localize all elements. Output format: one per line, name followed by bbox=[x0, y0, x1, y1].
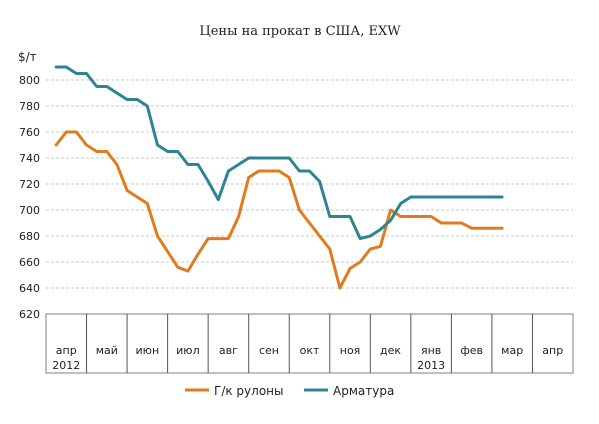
x-tick-label: апр bbox=[542, 344, 563, 357]
x-tick-label: апр bbox=[56, 344, 77, 357]
x-tick-label: ноя bbox=[340, 344, 361, 357]
legend: Г/к рулоны Арматура bbox=[185, 384, 394, 398]
x-tick-label: май bbox=[96, 344, 118, 357]
y-tick-label: 620 bbox=[19, 308, 40, 321]
x-tick-label: сен bbox=[259, 344, 279, 357]
x-axis-frame bbox=[45, 313, 574, 374]
year-label: 2013 bbox=[417, 359, 445, 372]
x-axis-category-box: апр май июн июл авг сен окт ноя дек янв фев мар апр 2… bbox=[45, 313, 574, 374]
y-tick-label: 660 bbox=[19, 256, 40, 269]
series-line-hot-rolled-coil bbox=[54, 130, 504, 290]
y-tick-label: 760 bbox=[19, 126, 40, 139]
y-tick-label: 800 bbox=[19, 74, 40, 87]
chart-title: Цены на прокат в США, EXW bbox=[199, 24, 401, 39]
x-tick-label: дек bbox=[380, 344, 401, 357]
x-tick-label: мар bbox=[501, 344, 523, 357]
x-tick-label: окт bbox=[300, 344, 320, 357]
y-tick-label: 740 bbox=[19, 152, 40, 165]
y-tick-label: 680 bbox=[19, 230, 40, 243]
x-tick-label: фев bbox=[460, 344, 483, 357]
y-tick-label: 640 bbox=[19, 282, 40, 295]
y-tick-label: 720 bbox=[19, 178, 40, 191]
x-tick-label: июл bbox=[176, 344, 199, 357]
x-tick-label: авг bbox=[219, 344, 238, 357]
x-tick-label: янв bbox=[421, 344, 441, 357]
gridlines bbox=[46, 79, 573, 289]
year-label: 2012 bbox=[52, 359, 80, 372]
y-tick-label: 700 bbox=[19, 204, 40, 217]
y-tick-label: 780 bbox=[19, 100, 40, 113]
series-line-rebar bbox=[54, 65, 504, 241]
legend-label: Г/к рулоны bbox=[214, 384, 283, 398]
y-axis-ticks: 620 640 660 680 700 720 740 760 780 800 bbox=[19, 74, 40, 321]
y-axis-label: $/т bbox=[18, 50, 37, 64]
series-lines bbox=[54, 65, 504, 290]
x-tick-label: июн bbox=[136, 344, 160, 357]
legend-label: Арматура bbox=[333, 384, 394, 398]
